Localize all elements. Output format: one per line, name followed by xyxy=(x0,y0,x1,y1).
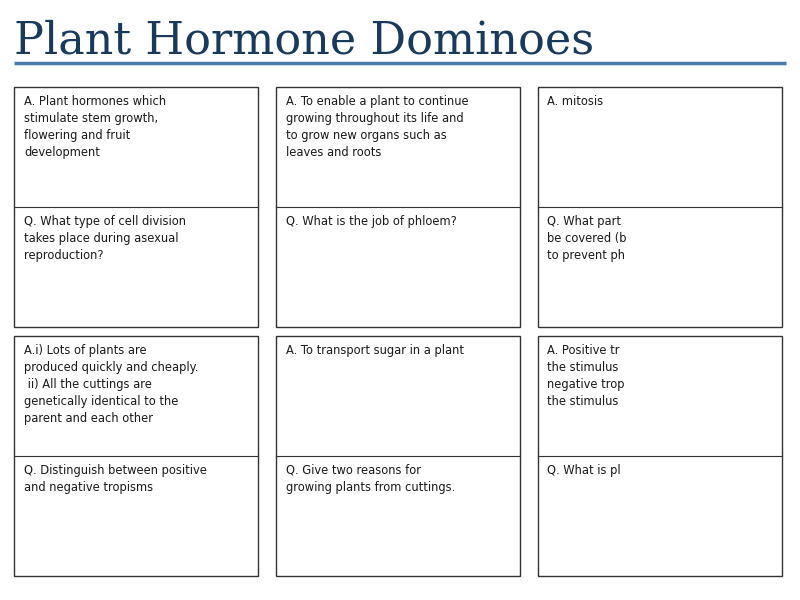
Text: Q. What is pl: Q. What is pl xyxy=(547,464,621,477)
Text: A. To transport sugar in a plant: A. To transport sugar in a plant xyxy=(286,344,464,357)
Bar xyxy=(14,336,258,576)
Bar xyxy=(14,87,258,327)
Text: A. Positive tr
the stimulus
negative trop
the stimulus: A. Positive tr the stimulus negative tro… xyxy=(547,344,625,408)
Bar xyxy=(538,87,782,327)
Text: Q. Give two reasons for
growing plants from cuttings.: Q. Give two reasons for growing plants f… xyxy=(286,464,455,494)
Text: Q. What part
be covered (b
to prevent ph: Q. What part be covered (b to prevent ph xyxy=(547,215,626,262)
Text: A. To enable a plant to continue
growing throughout its life and
to grow new org: A. To enable a plant to continue growing… xyxy=(286,95,468,159)
Text: Q. What is the job of phloem?: Q. What is the job of phloem? xyxy=(286,215,456,228)
Text: A. Plant hormones which
stimulate stem growth,
flowering and fruit
development: A. Plant hormones which stimulate stem g… xyxy=(24,95,166,159)
Text: A.i) Lots of plants are
produced quickly and cheaply.
 ii) All the cuttings are
: A.i) Lots of plants are produced quickly… xyxy=(24,344,198,425)
Text: A. mitosis: A. mitosis xyxy=(547,95,603,108)
Text: Q. What type of cell division
takes place during asexual
reproduction?: Q. What type of cell division takes plac… xyxy=(24,215,186,262)
Bar xyxy=(276,87,520,327)
Text: Plant Hormone Dominoes: Plant Hormone Dominoes xyxy=(14,19,594,62)
Text: Q. Distinguish between positive
and negative tropisms: Q. Distinguish between positive and nega… xyxy=(24,464,207,494)
Bar xyxy=(276,336,520,576)
Bar xyxy=(538,336,782,576)
